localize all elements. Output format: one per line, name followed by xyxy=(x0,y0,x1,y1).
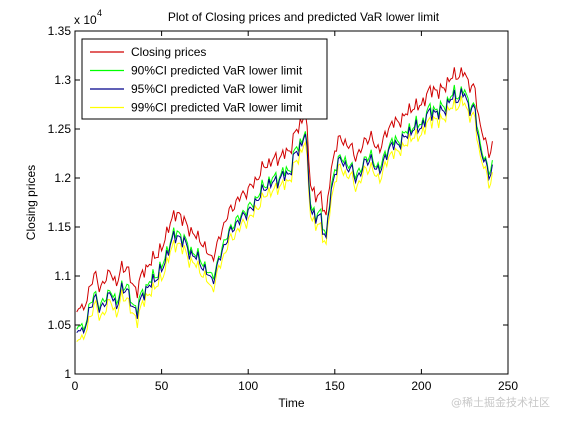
x-tick-label: 200 xyxy=(411,379,431,393)
y-tick-label: 1.3 xyxy=(54,73,71,87)
x-tick-label: 100 xyxy=(238,379,258,393)
y-tick-label: 1 xyxy=(64,367,71,381)
legend-label: 90%CI predicted VaR lower limit xyxy=(131,64,303,78)
series-line-1 xyxy=(76,84,493,332)
axes-frame xyxy=(74,30,509,375)
series-line-0 xyxy=(76,67,493,313)
legend-label: 99%CI predicted VaR lower limit xyxy=(131,101,303,115)
axes: 0 50 100 150 200 250 1 1.05 1.1 1.15 1.2 1.25 1.3 1.3… xyxy=(48,24,519,393)
x-tick-label: 50 xyxy=(155,379,169,393)
y-axis-label: Closing prices xyxy=(24,165,38,240)
series-line-2 xyxy=(76,88,493,335)
y-tick-label: 1.15 xyxy=(48,220,72,234)
y-multiplier-exponent: 4 xyxy=(97,8,102,18)
y-tick-label: 1.35 xyxy=(48,24,72,38)
y-tick-label: 1.2 xyxy=(54,171,71,185)
watermark: @稀土掘金技术社区 xyxy=(451,396,550,409)
y-tick-label: 1.25 xyxy=(48,122,72,136)
y-multiplier: x 10 4 xyxy=(74,8,102,27)
legend-label: Closing prices xyxy=(131,45,206,59)
x-tick-label: 250 xyxy=(498,379,518,393)
series-line-3 xyxy=(76,95,493,342)
plot-area xyxy=(76,67,493,342)
y-multiplier-base: x 10 xyxy=(74,13,97,27)
y-tick-label: 1.05 xyxy=(48,318,72,332)
legend-label: 95%CI predicted VaR lower limit xyxy=(131,82,303,96)
x-axis-label: Time xyxy=(278,396,305,410)
legend: Closing prices 90%CI predicted VaR lower … xyxy=(81,38,328,120)
y-tick-label: 1.1 xyxy=(54,269,71,283)
x-tick-label: 0 xyxy=(72,379,79,393)
x-tick-label: 150 xyxy=(325,379,345,393)
chart-title: Plot of Closing prices and predicted VaR… xyxy=(168,10,440,24)
